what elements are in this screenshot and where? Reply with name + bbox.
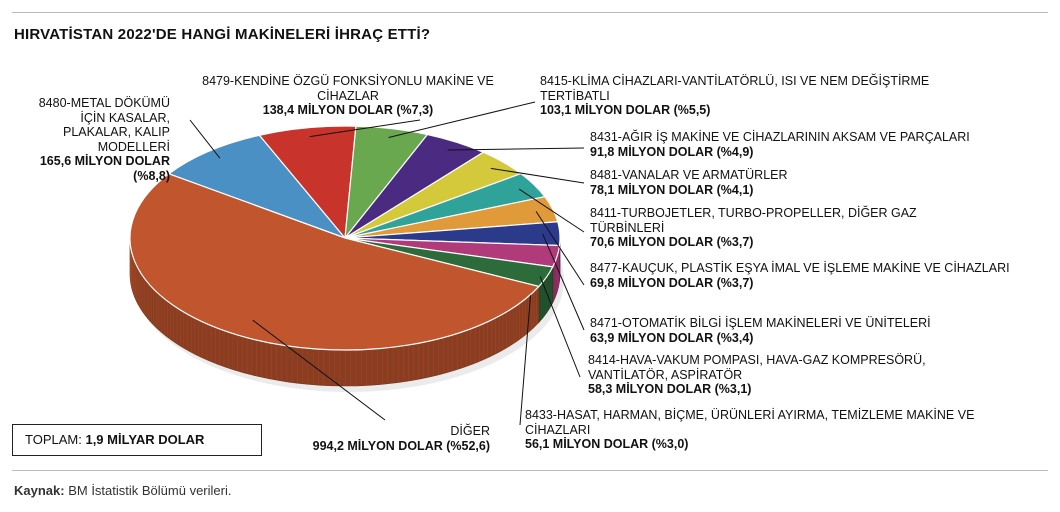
slice-name: 8431-AĞIR İŞ MAKİNE VE CİHAZLARININ AKSA… [590, 130, 970, 144]
slice-label-10: DİĞER 994,2 MİLYON DOLAR (%52,6) [270, 424, 490, 453]
leader-line-5 [518, 188, 585, 233]
slice-name: 8479-KENDİNE ÖZGÜ FONKSİYONLU MAKİNE VE … [202, 74, 494, 103]
slice-value: 138,4 MİLYON DOLAR (%7,3) [262, 103, 434, 117]
slice-label-7: 8471-OTOMATİK BİLGİ İŞLEM MAKİNELERİ VE … [590, 316, 1030, 345]
slice-label-2: 8415-KLİMA CİHAZLARI-VANTİLATÖRLÜ, ISI V… [540, 74, 1000, 118]
leader-line-3 [447, 147, 585, 151]
slice-name: 8481-VANALAR VE ARMATÜRLER [590, 168, 788, 182]
slice-name: 8414-HAVA-VAKUM POMPASI, HAVA-GAZ KOMPRE… [588, 353, 926, 382]
slice-0 [168, 134, 346, 239]
slice-value: 165,6 MİLYON DOLAR (%8,8) [39, 154, 170, 183]
bottom-rule [12, 470, 1048, 471]
slice-label-9: 8433-HASAT, HARMAN, BİÇME, ÜRÜNLERİ AYIR… [525, 408, 985, 452]
slice-10 [129, 173, 540, 351]
leader-line-9 [519, 295, 532, 426]
slice-1 [258, 125, 357, 239]
leader-line-8 [539, 276, 581, 378]
leader-line-10 [252, 319, 386, 421]
pie-top [129, 125, 561, 351]
total-label: TOPLAM: [25, 432, 82, 447]
leader-line-1 [309, 119, 421, 138]
slice-label-0: 8480-METAL DÖKÜMÜ İÇİN KASALAR, PLAKALAR… [20, 96, 170, 183]
chart-title: HIRVATİSTAN 2022'DE HANGİ MAKİNELERİ İHR… [14, 26, 431, 43]
title-rule [12, 12, 1048, 13]
source-label: Kaynak: [14, 483, 65, 498]
total-value: 1,9 MİLYAR DOLAR [85, 432, 205, 447]
slice-name: 8480-METAL DÖKÜMÜ İÇİN KASALAR, PLAKALAR… [38, 96, 170, 154]
slice-label-4: 8481-VANALAR VE ARMATÜRLER 78,1 MİLYON DO… [590, 168, 1030, 197]
pie-sides [129, 237, 561, 387]
slice-value: 78,1 MİLYON DOLAR (%4,1) [590, 182, 754, 197]
source-text: BM İstatistik Bölümü verileri. [68, 483, 232, 498]
slice-value: 58,3 MİLYON DOLAR (%3,1) [588, 382, 752, 396]
slice-name: 8415-KLİMA CİHAZLARI-VANTİLATÖRLÜ, ISI V… [540, 74, 930, 103]
slice-value: 63,9 MİLYON DOLAR (%3,4) [590, 330, 754, 345]
slice-name: 8471-OTOMATİK BİLGİ İŞLEM MAKİNELERİ VE … [590, 316, 931, 330]
slice-name: 8411-TURBOJETLER, TURBO-PROPELLER, DİĞER… [590, 206, 917, 235]
slice-label-3: 8431-AĞIR İŞ MAKİNE VE CİHAZLARININ AKSA… [590, 130, 1030, 159]
total-box: TOPLAM: 1,9 MİLYAR DOLAR [12, 424, 262, 456]
leader-line-4 [490, 167, 585, 184]
leader-line-6 [535, 211, 585, 286]
leader-lines [189, 101, 585, 426]
slice-name: 8433-HASAT, HARMAN, BİÇME, ÜRÜNLERİ AYIR… [525, 408, 975, 437]
slice-name: DİĞER [450, 424, 490, 438]
slice-value: 994,2 MİLYON DOLAR (%52,6) [312, 438, 490, 453]
slice-label-1: 8479-KENDİNE ÖZGÜ FONKSİYONLU MAKİNE VE … [198, 74, 498, 118]
slice-value: 69,8 MİLYON DOLAR (%3,7) [590, 275, 754, 290]
slice-value: 103,1 MİLYON DOLAR (%5,5) [540, 103, 711, 117]
slice-label-6: 8477-KAUÇUK, PLASTİK EŞYA İMAL VE İŞLEME… [590, 261, 1010, 290]
leader-line-7 [542, 233, 585, 331]
slice-label-5: 8411-TURBOJETLER, TURBO-PROPELLER, DİĞER… [590, 206, 990, 250]
source-note: Kaynak: BM İstatistik Bölümü verileri. [14, 483, 231, 498]
slice-label-8: 8414-HAVA-VAKUM POMPASI, HAVA-GAZ KOMPRE… [588, 353, 998, 397]
slice-value: 56,1 MİLYON DOLAR (%3,0) [525, 437, 689, 451]
leader-line-2 [388, 101, 536, 138]
leader-line-0 [189, 119, 221, 159]
slice-value: 70,6 MİLYON DOLAR (%3,7) [590, 235, 754, 249]
slice-name: 8477-KAUÇUK, PLASTİK EŞYA İMAL VE İŞLEME… [590, 261, 1010, 275]
slice-value: 91,8 MİLYON DOLAR (%4,9) [590, 144, 754, 159]
